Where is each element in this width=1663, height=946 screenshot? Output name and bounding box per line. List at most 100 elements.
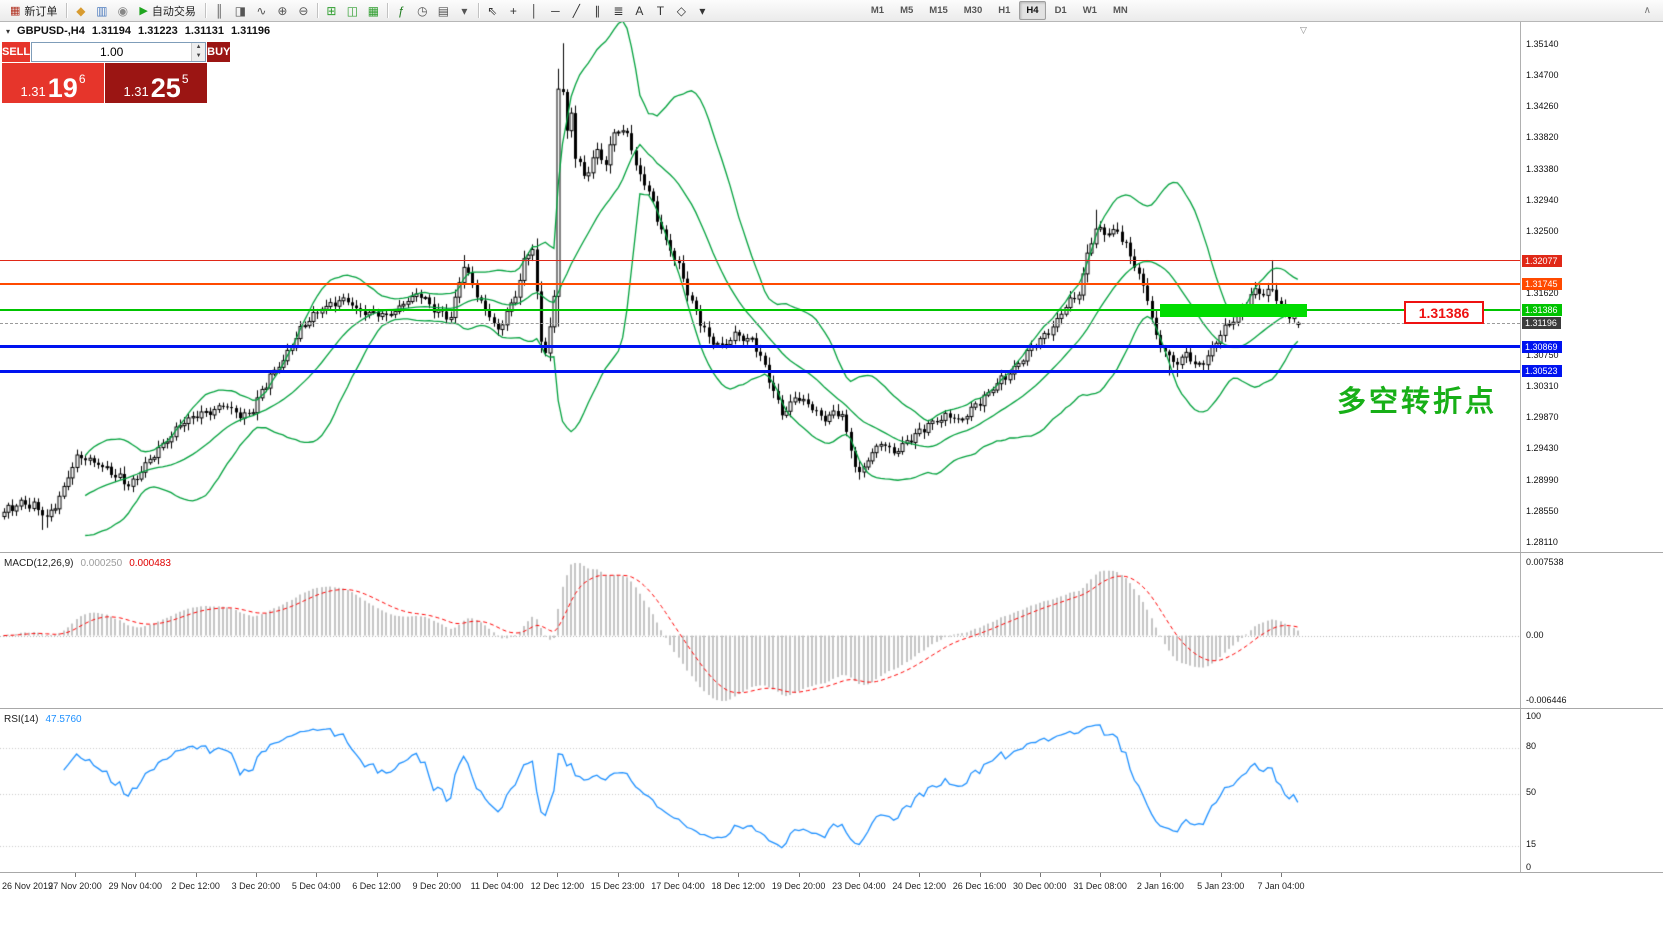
horizontal-line-icon[interactable]: ─	[551, 3, 560, 18]
price-level-callout[interactable]: 1.31386	[1404, 301, 1484, 324]
candlestick-chart-icon[interactable]: ◨	[234, 3, 247, 18]
fibonacci-icon[interactable]: ≣	[613, 3, 624, 18]
sell-button[interactable]: SELL	[2, 42, 31, 62]
volume-down-icon[interactable]: ▼	[192, 52, 206, 61]
time-tick	[497, 873, 499, 877]
price-axis-tick: 1.29430	[1526, 443, 1559, 454]
timeframe-d1[interactable]: D1	[1054, 5, 1067, 16]
rsi-axis[interactable]: 100 80 50 15 0	[1520, 709, 1663, 873]
time-label: 6 Dec 12:00	[352, 881, 401, 891]
crosshair-icon[interactable]: +	[509, 3, 517, 18]
symbol-period-label: GBPUSD-,H4	[17, 25, 85, 37]
bid-price-line	[0, 323, 1520, 325]
time-label: 26 Dec 16:00	[952, 881, 1007, 891]
time-tick	[1100, 873, 1102, 877]
cursor-icon[interactable]: ⇖	[487, 3, 498, 18]
one-click-toggle-icon[interactable]: ▾	[6, 26, 11, 36]
timeframe-m30[interactable]: M30	[963, 5, 983, 16]
price-axis-tick: 1.34700	[1526, 70, 1559, 81]
timeframe-h4[interactable]: H4	[1019, 1, 1046, 20]
shapes-dropdown-icon[interactable]: ▾	[699, 3, 706, 18]
time-label: 29 Nov 04:00	[108, 881, 163, 891]
main-chart-window[interactable]: 1.35140 1.34700 1.34260 1.33820 1.33380 1.329…	[0, 22, 1663, 552]
cascade-windows-icon[interactable]: ▦	[367, 3, 380, 18]
window-icon-group: ⊞ ◫ ▦	[321, 2, 384, 20]
rsi-axis-label: 0	[1526, 862, 1532, 872]
buy-quote[interactable]: 1.31 25 5	[105, 63, 207, 103]
chart-type-icon-group: ║ ◨ ∿ ⊕ ⊖	[209, 2, 314, 20]
volume-input[interactable]	[32, 43, 192, 61]
timeframe-m1[interactable]: M1	[870, 5, 885, 16]
volume-up-icon[interactable]: ▲	[192, 43, 206, 52]
candlestick-chart-canvas[interactable]	[0, 22, 1520, 552]
new-order-button[interactable]: ▦ 新订单	[4, 1, 63, 21]
macd-panel[interactable]: MACD(12,26,9) 0.000250 0.000483 0.007538…	[0, 552, 1663, 709]
object-hline-1.30523[interactable]	[0, 369, 1520, 373]
market-watch-icon[interactable]: ▥	[96, 3, 108, 18]
zoom-out-icon[interactable]: ⊖	[298, 3, 309, 18]
label-icon[interactable]: T	[656, 3, 665, 18]
tile-windows-icon[interactable]: ◫	[346, 3, 359, 18]
vertical-line-icon[interactable]: │	[530, 3, 539, 18]
price-axis-tick: 1.29870	[1526, 412, 1559, 423]
timeframe-h1[interactable]: H1	[998, 5, 1011, 16]
price-tag-1.30523: 1.30523	[1522, 365, 1562, 378]
new-window-icon[interactable]: ⊞	[326, 3, 337, 18]
timeframe-m5[interactable]: M5	[900, 5, 914, 16]
channel-icon[interactable]: ∥	[594, 3, 601, 18]
time-label: 24 Dec 12:00	[892, 881, 946, 891]
charts-icon[interactable]: ◆	[76, 3, 86, 18]
time-axis[interactable]: 26 Nov 2019 27 Nov 20:00 29 Nov 04:00 2 Dec…	[0, 872, 1663, 899]
price-axis[interactable]: 1.35140 1.34700 1.34260 1.33820 1.33380 1.329…	[1520, 22, 1663, 552]
sell-quote[interactable]: 1.31 19 6	[2, 63, 104, 103]
time-tick	[316, 873, 318, 877]
templates-dropdown-icon[interactable]: ▾	[461, 3, 468, 18]
timeframe-w1[interactable]: W1	[1082, 5, 1097, 16]
macd-canvas[interactable]	[0, 555, 1520, 709]
templates-icon[interactable]: ▤	[437, 3, 450, 18]
toolbar: ▦ 新订单 ◆ ▥ ◉ ▶ 自动交易 ║ ◨ ∿ ⊕ ⊖ ⊞ ◫ ▦ ƒ ◷ ▤ ▾ ⇖ + │ ─ ╱ ∥ ≣ A…	[0, 0, 1663, 22]
navigator-icon[interactable]: ◉	[117, 3, 129, 18]
price-tag-1.31745: 1.31745	[1522, 278, 1562, 291]
rsi-canvas[interactable]	[0, 711, 1520, 873]
timeframe-m15[interactable]: M15	[929, 5, 948, 16]
line-chart-icon[interactable]: ∿	[256, 3, 267, 18]
turning-point-note[interactable]: 多空转折点	[1337, 386, 1498, 418]
shapes-icon[interactable]: ◇	[676, 3, 686, 18]
zoom-in-icon[interactable]: ⊕	[277, 3, 288, 18]
time-label: 23 Dec 04:00	[832, 881, 886, 891]
time-tick	[979, 873, 981, 877]
time-label: 11 Dec 04:00	[470, 881, 524, 891]
time-label: 2 Dec 12:00	[171, 881, 220, 891]
volume-spinner[interactable]: ▲ ▼	[191, 43, 206, 61]
autotrading-button[interactable]: ▶ 自动交易	[133, 1, 201, 21]
draw-icon-group: ⇖ + │ ─ ╱ ∥ ≣ A T ◇ ▾	[482, 2, 713, 20]
object-hline-1.31745[interactable]	[0, 283, 1520, 286]
timeframe-mn[interactable]: MN	[1112, 5, 1128, 16]
highlight-zone[interactable]	[1160, 303, 1307, 317]
macd-axis[interactable]: 0.007538 0.00 -0.006446	[1520, 553, 1663, 709]
bar-chart-icon[interactable]: ║	[215, 3, 224, 18]
toolbar-separator	[316, 3, 318, 18]
price-tag-1.30869: 1.30869	[1522, 340, 1562, 353]
time-tick	[919, 873, 921, 877]
object-hline-1.30869[interactable]	[0, 345, 1520, 348]
text-icon[interactable]: A	[635, 3, 644, 18]
time-tick	[436, 873, 438, 877]
collapse-toolbars-icon[interactable]: ∧	[1643, 5, 1651, 16]
price-axis-tick: 1.34260	[1526, 101, 1559, 112]
time-label: 9 Dec 20:00	[412, 881, 462, 891]
periods-icon[interactable]: ◷	[417, 3, 428, 18]
autotrading-label: 自动交易	[151, 5, 196, 18]
buy-button[interactable]: BUY	[207, 42, 231, 62]
ohlc-info-line: ▾ GBPUSD-,H4 1.31194 1.31223 1.31131 1.3…	[6, 25, 270, 37]
object-hline-1.32077[interactable]	[0, 260, 1520, 262]
price-axis-tick: 1.33380	[1526, 163, 1559, 174]
rsi-panel[interactable]: RSI(14) 47.5760 100 80 50 15 0	[0, 708, 1663, 873]
indicators-icon[interactable]: ƒ	[398, 3, 405, 18]
object-hline-1.31386[interactable]	[0, 308, 1520, 311]
macd-title: MACD(12,26,9)	[4, 558, 74, 569]
trendline-icon[interactable]: ╱	[572, 3, 580, 18]
time-tick	[195, 873, 197, 877]
time-label: 12 Dec 12:00	[530, 881, 585, 891]
